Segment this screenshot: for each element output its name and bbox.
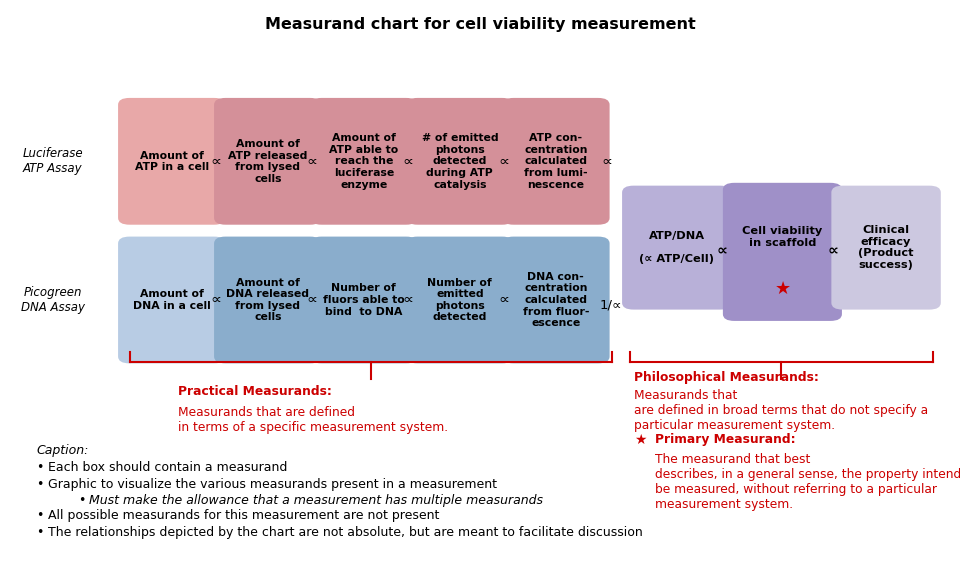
Text: Number of
fluors able to
bind  to DNA: Number of fluors able to bind to DNA (323, 284, 405, 316)
Text: Measurand chart for cell viability measurement: Measurand chart for cell viability measu… (265, 17, 695, 32)
Text: ∝: ∝ (210, 293, 222, 307)
Text: Amount of
DNA in a cell: Amount of DNA in a cell (133, 289, 210, 311)
FancyBboxPatch shape (723, 183, 842, 321)
Text: The relationships depicted by the chart are not absolute, but are meant to facil: The relationships depicted by the chart … (48, 526, 643, 539)
FancyBboxPatch shape (622, 186, 732, 310)
FancyBboxPatch shape (831, 186, 941, 310)
Text: •: • (36, 509, 44, 522)
FancyBboxPatch shape (214, 98, 322, 225)
Text: Cell viability
in scaffold: Cell viability in scaffold (742, 226, 823, 248)
Text: ∝: ∝ (716, 243, 728, 258)
Text: All possible measurands for this measurement are not present: All possible measurands for this measure… (48, 509, 440, 522)
Text: Amount of
ATP in a cell: Amount of ATP in a cell (134, 151, 209, 172)
Text: •: • (36, 526, 44, 539)
Text: The measurand that best
describes, in a general sense, the property intended to
: The measurand that best describes, in a … (655, 453, 960, 511)
FancyBboxPatch shape (310, 98, 418, 225)
Text: ★: ★ (775, 280, 790, 298)
Text: Philosophical Measurands:: Philosophical Measurands: (634, 371, 819, 384)
Text: # of emitted
photons
detected
during ATP
catalysis: # of emitted photons detected during ATP… (421, 133, 498, 190)
FancyBboxPatch shape (310, 237, 418, 363)
Text: ∝: ∝ (402, 154, 414, 169)
FancyBboxPatch shape (214, 237, 322, 363)
Text: ATP con-
centration
calculated
from lumi-
nescence: ATP con- centration calculated from lumi… (524, 133, 588, 190)
Text: Must make the allowance that a measurement has multiple measurands: Must make the allowance that a measureme… (89, 494, 543, 507)
Text: Luciferase
ATP Assay: Luciferase ATP Assay (22, 147, 84, 175)
FancyBboxPatch shape (118, 98, 226, 225)
Text: Amount of
ATP able to
reach the
luciferase
enzyme: Amount of ATP able to reach the lucifera… (329, 133, 398, 190)
Text: Practical Measurands:: Practical Measurands: (178, 385, 331, 398)
Text: Graphic to visualize the various measurands present in a measurement: Graphic to visualize the various measura… (48, 478, 497, 491)
Text: ATP/DNA

(∝ ATP/Cell): ATP/DNA (∝ ATP/Cell) (639, 231, 714, 264)
Text: Caption:: Caption: (36, 444, 89, 457)
Text: •: • (78, 494, 85, 507)
FancyBboxPatch shape (406, 237, 514, 363)
Text: ∝: ∝ (498, 293, 510, 307)
FancyBboxPatch shape (118, 237, 226, 363)
Text: ∝: ∝ (402, 293, 414, 307)
Text: ∝: ∝ (601, 154, 612, 169)
Text: DNA con-
centration
calculated
from fluor-
escence: DNA con- centration calculated from fluo… (522, 272, 589, 328)
Text: Amount of
ATP released
from lysed
cells: Amount of ATP released from lysed cells (228, 139, 307, 184)
Text: ★: ★ (634, 433, 646, 447)
Text: Primary Measurand:: Primary Measurand: (655, 433, 795, 446)
Text: ∝: ∝ (210, 154, 222, 169)
Text: 1/∝: 1/∝ (599, 298, 622, 311)
Text: ∝: ∝ (306, 293, 318, 307)
Text: Clinical
efficacy
(Product
success): Clinical efficacy (Product success) (858, 225, 914, 270)
Text: Measurands that are defined
in terms of a specific measurement system.: Measurands that are defined in terms of … (178, 406, 447, 434)
Text: Each box should contain a measurand: Each box should contain a measurand (48, 461, 287, 474)
Text: Number of
emitted
photons
detected: Number of emitted photons detected (427, 277, 492, 323)
FancyBboxPatch shape (502, 237, 610, 363)
Text: •: • (36, 478, 44, 491)
Text: Amount of
DNA released
from lysed
cells: Amount of DNA released from lysed cells (227, 277, 309, 323)
Text: Picogreen
DNA Assay: Picogreen DNA Assay (21, 286, 84, 314)
FancyBboxPatch shape (406, 98, 514, 225)
Text: ∝: ∝ (306, 154, 318, 169)
Text: •: • (36, 461, 44, 474)
Text: Measurands that
are defined in broad terms that do not specify a
particular meas: Measurands that are defined in broad ter… (634, 389, 927, 432)
FancyBboxPatch shape (502, 98, 610, 225)
Text: ∝: ∝ (498, 154, 510, 169)
Text: ∝: ∝ (828, 243, 839, 258)
